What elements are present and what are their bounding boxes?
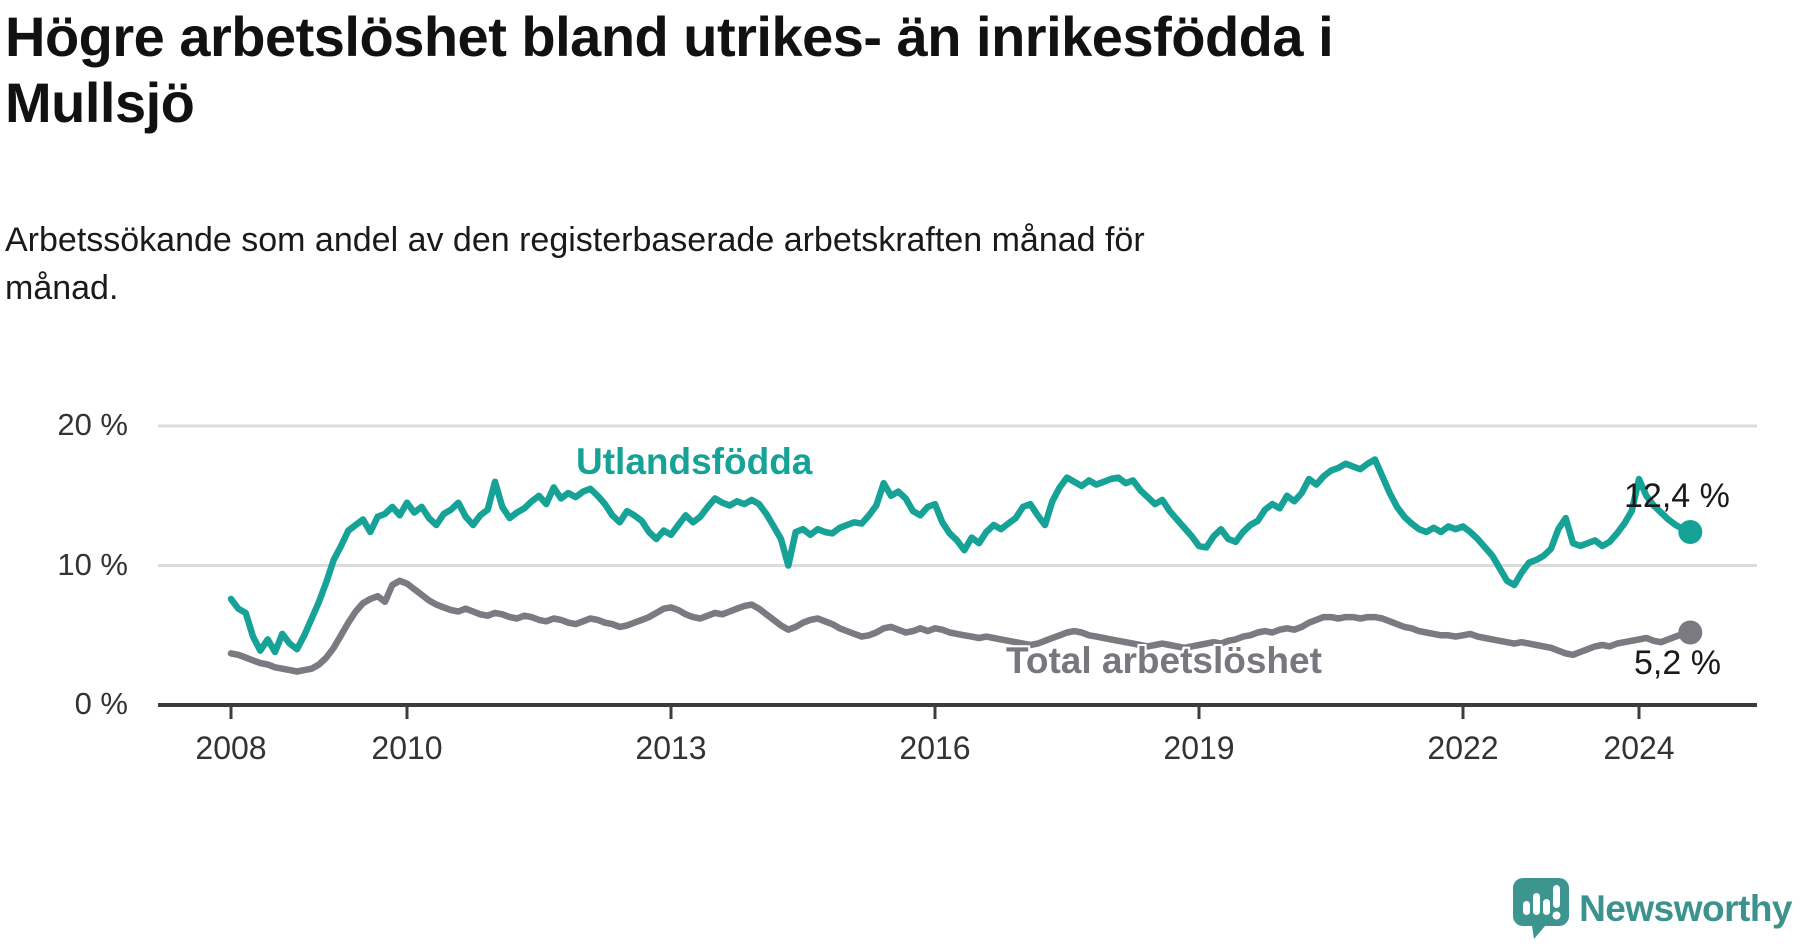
series-label-utlandsfodda: Utlandsfödda xyxy=(576,441,813,482)
x-tick-label-2013: 2013 xyxy=(635,730,707,766)
chart-subtitle: Arbetssökande som andel av den registerb… xyxy=(5,221,1145,308)
x-tick-label-2010: 2010 xyxy=(371,730,443,766)
y-tick-label-20: 20 % xyxy=(57,407,128,442)
newsworthy-logo-text: Newsworthy xyxy=(1579,888,1792,929)
x-tick-label-2016: 2016 xyxy=(899,730,971,766)
x-tick-label-2022: 2022 xyxy=(1427,730,1499,766)
x-tick-label-2019: 2019 xyxy=(1163,730,1235,766)
series-label-total-arbetsloshet: Total arbetslöshet xyxy=(1006,640,1322,681)
x-tick-label-2024: 2024 xyxy=(1603,730,1675,766)
chart-title: Högre arbetslöshet bland utrikes- än inr… xyxy=(5,5,1334,135)
y-tick-label-10: 10 % xyxy=(57,546,128,582)
newsworthy-logo-icon xyxy=(1513,878,1570,939)
x-tick-label-2008: 2008 xyxy=(195,730,267,766)
end-value-label-utlandsfodda: 12,4 % xyxy=(1624,477,1730,515)
total-endpoint-dot xyxy=(1678,620,1703,645)
y-tick-label-0: 0 % xyxy=(74,686,128,721)
newsworthy-logo: Newsworthy xyxy=(1513,878,1792,940)
total-arbetsloshet-line xyxy=(227,577,1694,675)
utlandsfodda-endpoint-dot xyxy=(1678,520,1703,544)
end-value-label-total: 5,2 % xyxy=(1634,644,1721,682)
utlandsfodda-line xyxy=(227,456,1694,656)
